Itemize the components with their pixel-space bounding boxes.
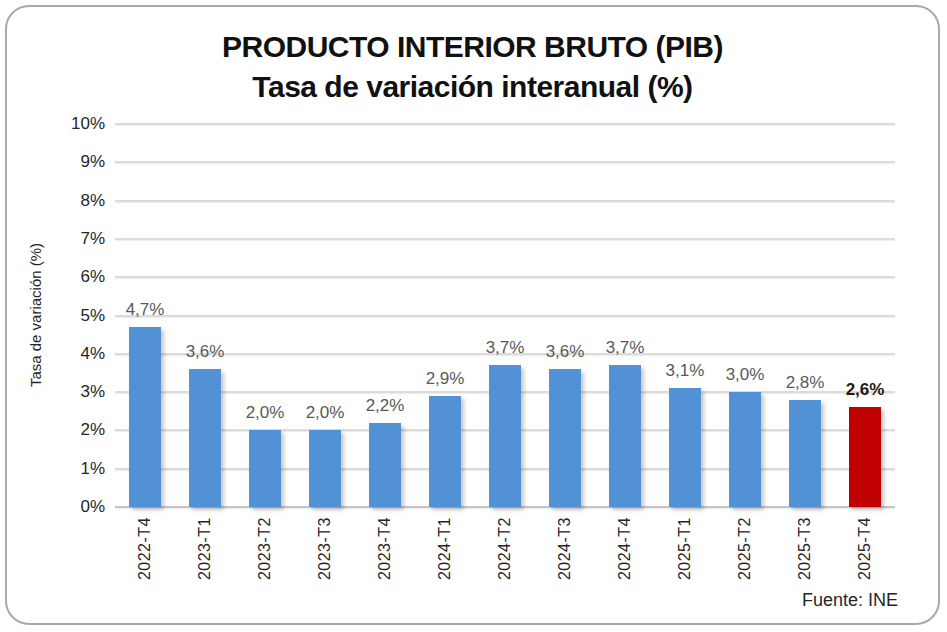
bar-slot: 3,7%2024-T4 [595,124,655,507]
x-tick-wrap: 2025-T1 [655,517,715,599]
x-tick-label: 2025-T1 [676,517,694,580]
x-tick-wrap: 2025-T3 [775,517,835,599]
x-tick-wrap: 2025-T4 [835,517,895,599]
bar-2023-T4 [369,423,401,507]
bar-slot: 4,7%2022-T4 [115,124,175,507]
y-tick-label: 6% [45,268,105,286]
bar-2022-T4 [129,327,161,507]
bar-slot: 2,0%2023-T3 [295,124,355,507]
x-tick-label: 2024-T2 [496,517,514,580]
x-tick-label: 2025-T3 [796,517,814,580]
y-tick-label: 3% [45,383,105,401]
x-tick-wrap: 2023-T4 [355,517,415,599]
value-label: 2,6% [823,380,907,400]
y-tick-label: 1% [45,460,105,478]
y-tick-label: 7% [45,230,105,248]
x-tick-wrap: 2023-T1 [175,517,235,599]
x-tick-label: 2023-T1 [196,517,214,580]
y-tick-label: 2% [45,421,105,439]
y-tick-label: 8% [45,192,105,210]
plot-area: 0%1%2%3%4%5%6%7%8%9%10%4,7%2022-T43,6%20… [115,124,895,507]
bar-2025-T2 [729,392,761,507]
y-axis-title: Tasa de variación (%) [27,243,44,387]
x-tick-wrap: 2024-T4 [595,517,655,599]
y-tick-label: 0% [45,498,105,516]
x-tick-wrap: 2023-T3 [295,517,355,599]
bar-slot: 2,0%2023-T2 [235,124,295,507]
x-tick-wrap: 2024-T2 [475,517,535,599]
bar-slot: 2,6%2025-T4 [835,124,895,507]
y-tick-label: 10% [45,115,105,133]
x-tick-label: 2024-T1 [436,517,454,580]
x-tick-wrap: 2023-T2 [235,517,295,599]
x-tick-label: 2024-T3 [556,517,574,580]
x-tick-wrap: 2024-T3 [535,517,595,599]
x-tick-label: 2023-T2 [256,517,274,580]
y-tick-label: 5% [45,307,105,325]
y-tick-label: 9% [45,153,105,171]
chart-subtitle: Tasa de variación interanual (%) [7,67,938,107]
bar-2023-T1 [189,369,221,507]
x-tick-label: 2025-T4 [856,517,874,580]
bar-2025-T4 [849,407,881,507]
bar-slot: 3,0%2025-T2 [715,124,775,507]
bar-slot: 2,2%2023-T4 [355,124,415,507]
chart-title: PRODUCTO INTERIOR BRUTO (PIB) [7,27,938,67]
source-note: Fuente: INE [802,590,898,611]
bar-2025-T1 [669,388,701,507]
bar-2024-T2 [489,365,521,507]
x-tick-label: 2025-T2 [736,517,754,580]
bar-slot: 2,8%2025-T3 [775,124,835,507]
bar-slot: 3,1%2025-T1 [655,124,715,507]
x-tick-label: 2023-T4 [376,517,394,580]
x-tick-label: 2023-T3 [316,517,334,580]
bar-2025-T3 [789,400,821,507]
bar-slot: 3,6%2024-T3 [535,124,595,507]
bar-2023-T2 [249,430,281,507]
x-tick-wrap: 2024-T1 [415,517,475,599]
chart-frame: PRODUCTO INTERIOR BRUTO (PIB) Tasa de va… [5,5,940,625]
bar-slot: 2,9%2024-T1 [415,124,475,507]
x-tick-wrap: 2025-T2 [715,517,775,599]
bar-slot: 3,6%2023-T1 [175,124,235,507]
y-tick-label: 4% [45,345,105,363]
x-tick-wrap: 2022-T4 [115,517,175,599]
bar-2024-T3 [549,369,581,507]
x-tick-label: 2024-T4 [616,517,634,580]
chart-header: PRODUCTO INTERIOR BRUTO (PIB) Tasa de va… [7,27,938,107]
bar-2023-T3 [309,430,341,507]
bar-slot: 3,7%2024-T2 [475,124,535,507]
x-tick-label: 2022-T4 [136,517,154,580]
bar-2024-T1 [429,396,461,507]
bar-2024-T4 [609,365,641,507]
